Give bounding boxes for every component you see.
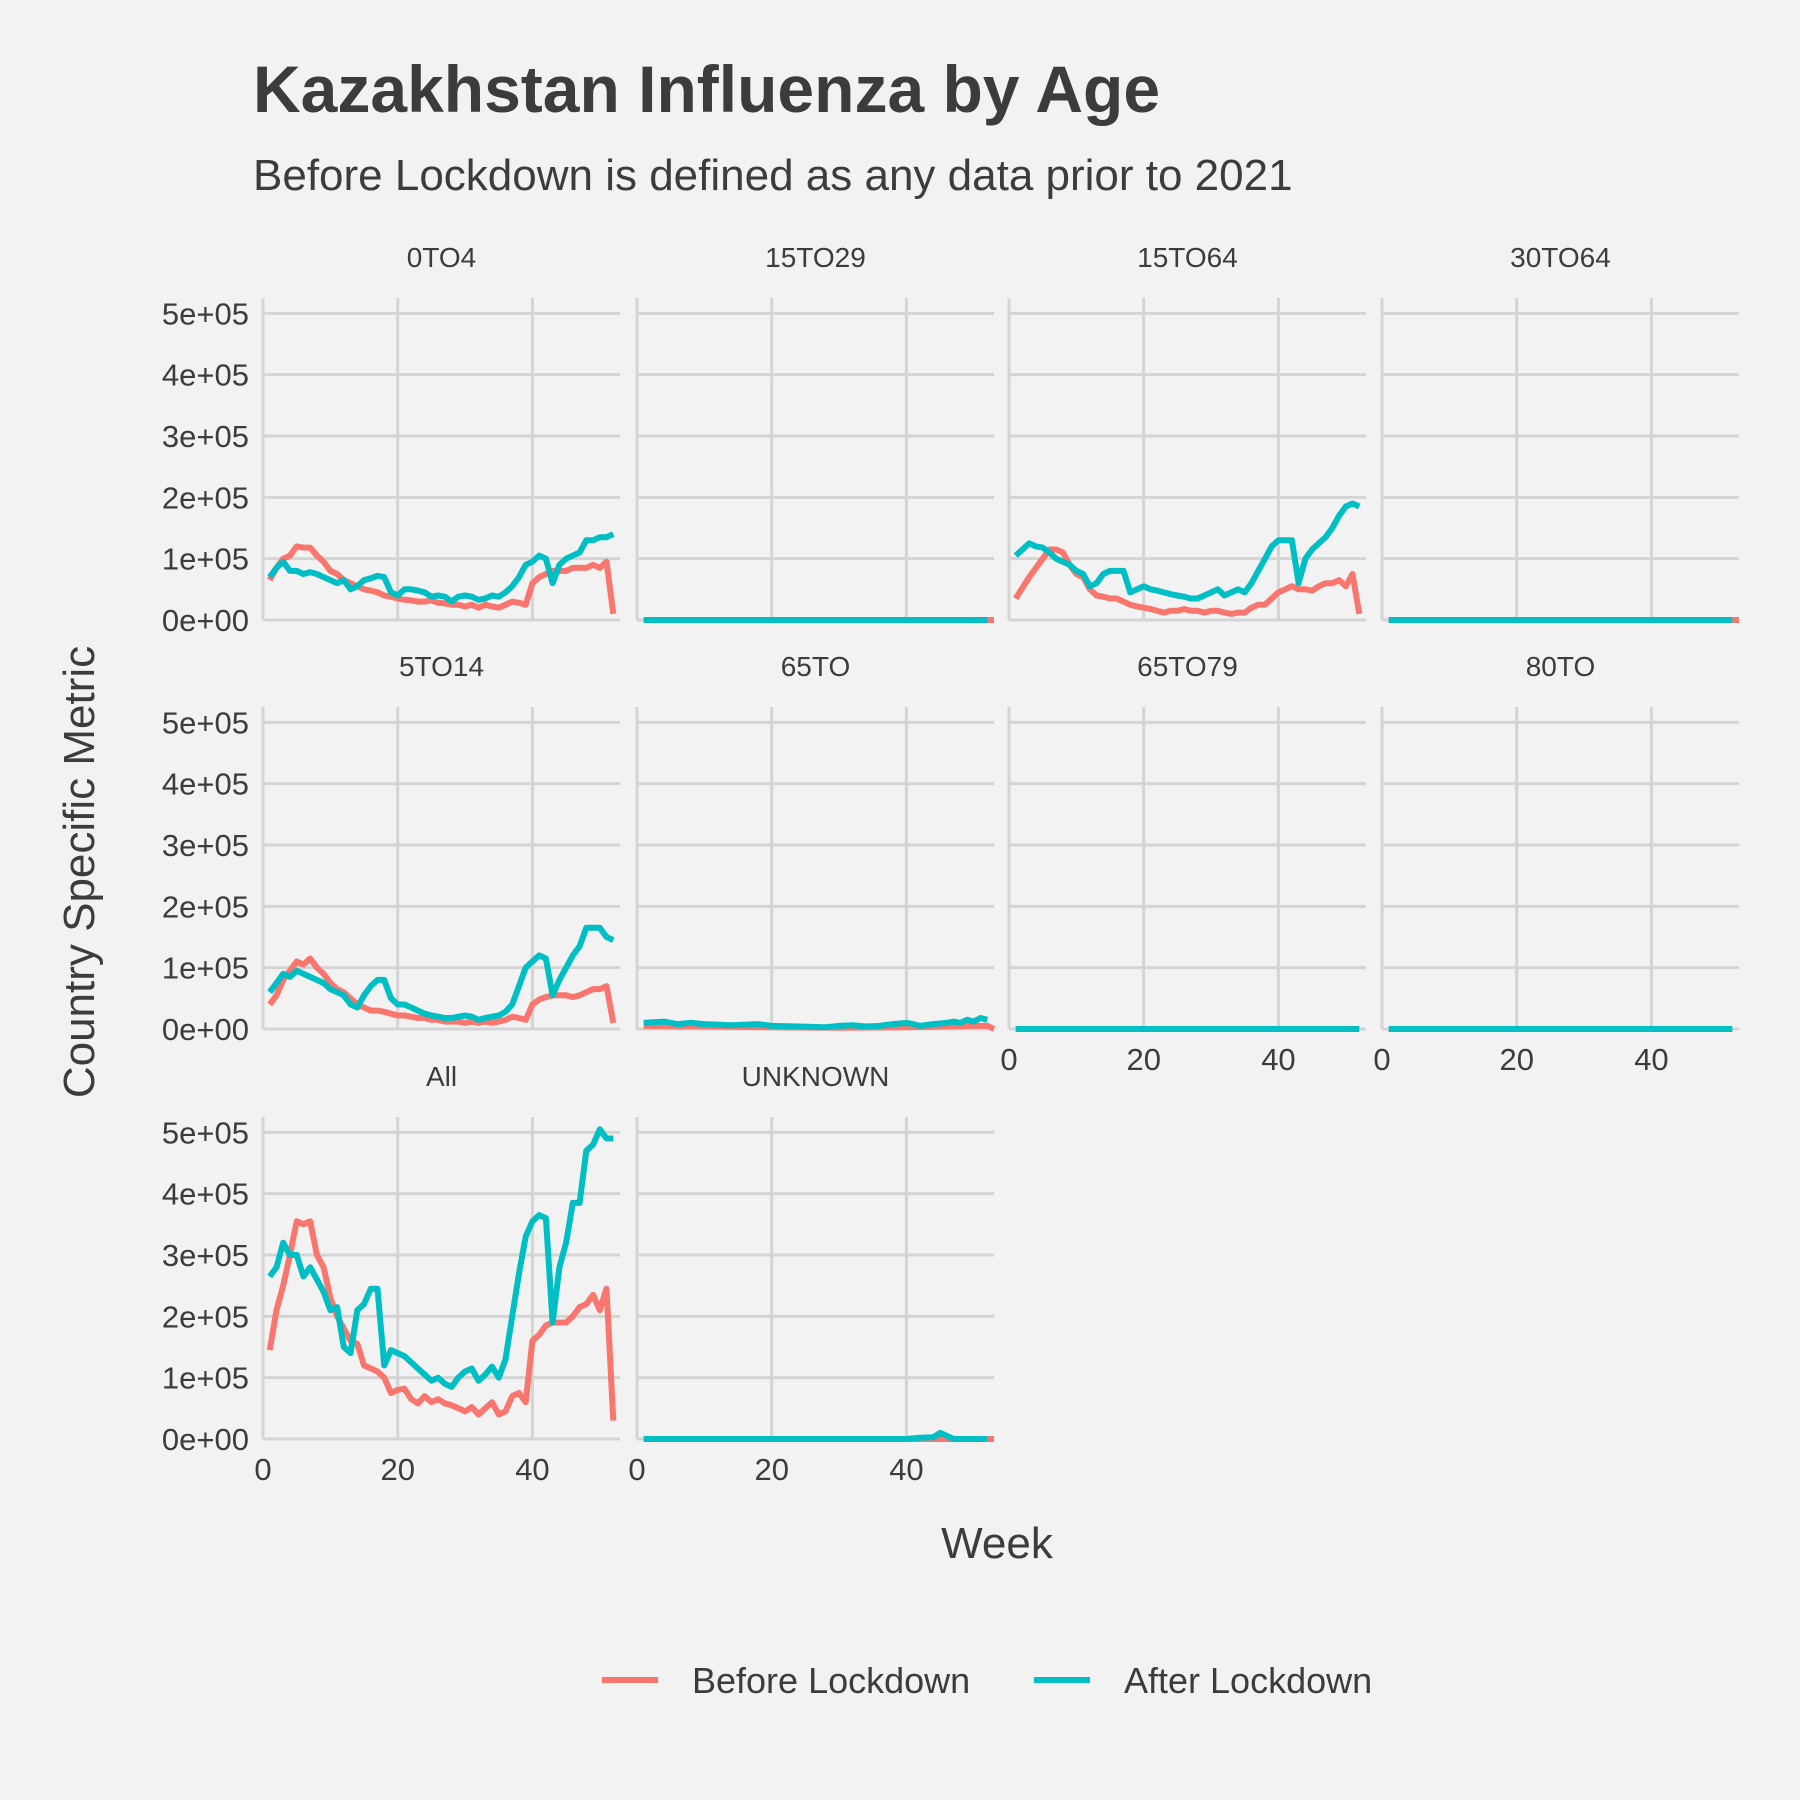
strip-label: 15TO29 xyxy=(765,242,866,273)
strip-label: 80TO xyxy=(1526,651,1596,682)
strip-label: 0TO4 xyxy=(407,242,477,273)
y-tick-label: 5e+05 xyxy=(162,1115,249,1150)
panel-65to: 65TO xyxy=(635,651,996,1032)
x-tick-label: 40 xyxy=(889,1452,923,1487)
series-line-after-lockdown xyxy=(643,1015,989,1031)
strip-label: 65TO xyxy=(781,651,851,682)
strip-label: 30TO64 xyxy=(1510,242,1611,273)
y-tick-label: 4e+05 xyxy=(162,358,249,393)
chart-subtitle: Before Lockdown is defined as any data p… xyxy=(253,151,1293,200)
y-tick-label: 4e+05 xyxy=(162,1177,249,1212)
strip-label: 5TO14 xyxy=(399,651,484,682)
panel-65to79: 65TO79 0 20 40 xyxy=(1000,651,1366,1077)
x-tick-label: 20 xyxy=(1126,1042,1160,1077)
legend-label: Before Lockdown xyxy=(692,1660,970,1701)
panel-15to29: 15TO29 xyxy=(635,242,994,623)
series-line-after-lockdown xyxy=(267,1126,614,1390)
y-tick-label: 2e+05 xyxy=(162,480,249,515)
panel-5to14: 5TO14 0e+00 1e+05 2e+05 3e+05 4e+05 5e+05 xyxy=(162,651,620,1047)
y-tick-label: 0e+00 xyxy=(162,1012,249,1047)
y-tick-label: 0e+00 xyxy=(162,603,249,638)
strip-label: All xyxy=(426,1061,457,1092)
panels: 0TO4 0e+00 1e+05 2e+05 3e+05 4e+05 5e+05 15TO29… xyxy=(162,242,1739,1487)
x-tick-label: 20 xyxy=(1499,1042,1533,1077)
series-line-after-lockdown xyxy=(1013,500,1361,602)
y-tick-label: 1e+05 xyxy=(162,1361,249,1396)
strip-label: 65TO79 xyxy=(1137,651,1238,682)
series-line-before-lockdown xyxy=(267,955,617,1026)
legend-item-after-lockdown: After Lockdown xyxy=(1034,1660,1372,1701)
x-tick-label: 20 xyxy=(380,1452,414,1487)
y-tick-label: 3e+05 xyxy=(162,828,249,863)
y-tick-label: 1e+05 xyxy=(162,542,249,577)
legend-label: After Lockdown xyxy=(1124,1660,1372,1701)
legend-item-before-lockdown: Before Lockdown xyxy=(602,1660,970,1701)
y-tick-label: 3e+05 xyxy=(162,419,249,454)
y-tick-label: 2e+05 xyxy=(162,889,249,924)
panel-unknown: UNKNOWN 0 20 40 xyxy=(628,1061,994,1487)
x-tick-label: 40 xyxy=(1261,1042,1295,1077)
x-tick-label: 40 xyxy=(1634,1042,1668,1077)
y-tick-label: 4e+05 xyxy=(162,767,249,802)
chart-title: Kazakhstan Influenza by Age xyxy=(253,52,1160,126)
y-tick-label: 3e+05 xyxy=(162,1238,249,1273)
x-tick-label: 20 xyxy=(754,1452,788,1487)
panel-80to: 80TO 0 20 40 xyxy=(1373,651,1739,1077)
series-line-after-lockdown xyxy=(267,924,615,1023)
x-tick-label: 0 xyxy=(254,1452,271,1487)
y-tick-label: 0e+00 xyxy=(162,1422,249,1457)
y-tick-label: 5e+05 xyxy=(162,705,249,740)
y-tick-label: 2e+05 xyxy=(162,1299,249,1334)
x-tick-label: 40 xyxy=(515,1452,549,1487)
strip-label: UNKNOWN xyxy=(742,1061,890,1092)
x-axis-title: Week xyxy=(941,1519,1054,1568)
y-axis-title: Country Specific Metric xyxy=(55,646,104,1098)
y-tick-label: 1e+05 xyxy=(162,951,249,986)
x-tick-label: 0 xyxy=(1000,1042,1017,1077)
x-tick-label: 0 xyxy=(1373,1042,1390,1077)
strip-label: 15TO64 xyxy=(1137,242,1238,273)
x-tick-label: 0 xyxy=(628,1452,645,1487)
series-line-before-lockdown xyxy=(267,543,617,615)
panel-0to4: 0TO4 0e+00 1e+05 2e+05 3e+05 4e+05 5e+05 xyxy=(162,242,620,638)
panel-15to64: 15TO64 xyxy=(1007,242,1366,622)
panel-30to64: 30TO64 xyxy=(1380,242,1739,623)
series-line-after-lockdown xyxy=(643,1429,988,1442)
legend: Before Lockdown After Lockdown xyxy=(602,1660,1372,1701)
y-tick-label: 5e+05 xyxy=(162,296,249,331)
series-line-before-lockdown xyxy=(266,1218,617,1421)
series-line-after-lockdown xyxy=(267,531,615,605)
panel-all: All 0e+00 1e+05 2e+05 3e+05 4e+05 5e+05 0 20 40 xyxy=(162,1061,620,1487)
